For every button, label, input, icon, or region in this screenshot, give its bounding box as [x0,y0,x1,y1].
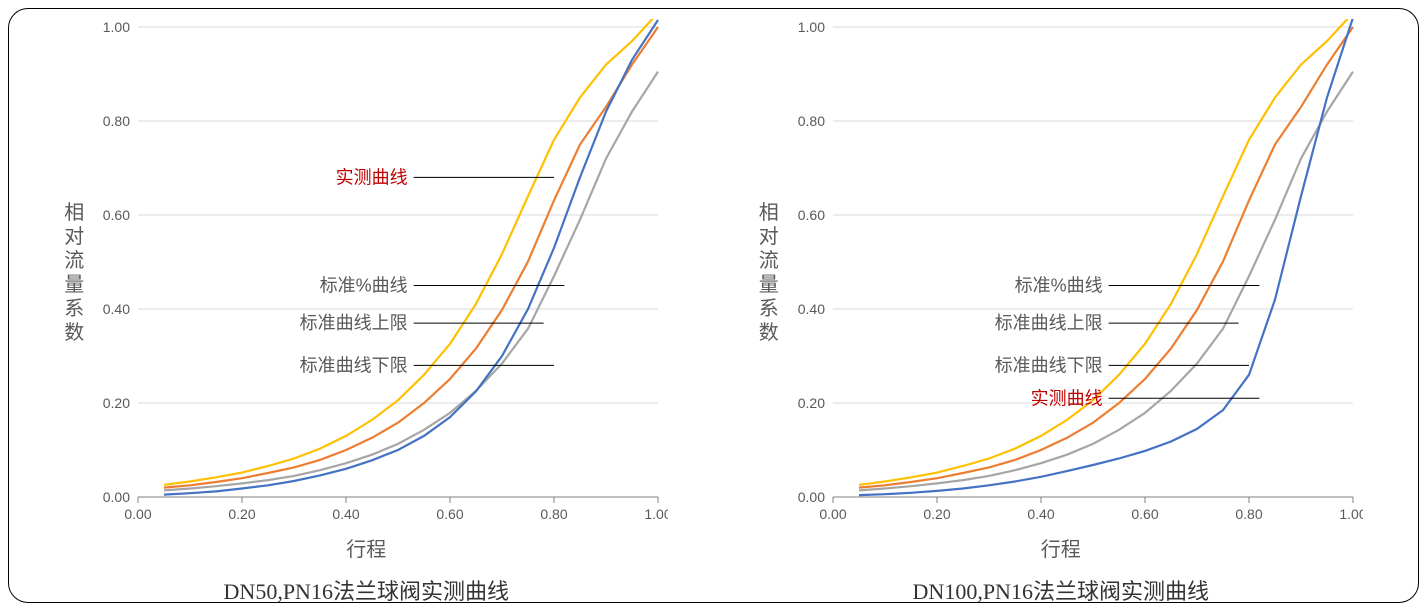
y-axis-label-char: 系 [64,297,84,321]
y-axis-label-char: 数 [759,321,779,345]
x-tick-label: 0.80 [1235,506,1262,522]
x-tick-label: 0.60 [437,506,464,522]
x-tick-label: 0.20 [229,506,256,522]
y-axis-label-char: 对 [64,225,84,249]
figure-frame: 相对流量系数 0.000.200.400.600.801.000.000.200… [8,8,1419,603]
x-tick-label: 0.20 [923,506,950,522]
x-tick-label: 0.00 [125,506,152,522]
y-tick-label: 0.20 [798,395,825,411]
y-axis-label-char: 量 [64,273,84,297]
y-tick-label: 1.00 [798,19,825,35]
series-standard-pct [164,27,658,488]
series-label-standard_pct: 标准%曲线 [320,276,408,296]
x-axis-label-right: 行程 [1041,533,1081,562]
y-tick-label: 0.60 [798,207,825,223]
chart-svg-right: 0.00 0.20 0.40 0.60 0.80 1.00 0.00 0.20 0.40 0.60… [783,19,1363,527]
y-axis-label-char: 数 [64,321,84,345]
series-label-lower: 标准曲线下限 [300,355,408,375]
y-tick-label: 0.00 [798,489,825,505]
y-axis-label-char: 相 [759,201,779,225]
x-tick-label: 1.00 [645,506,669,522]
y-axis-label-right: 相对流量系数 [759,201,779,345]
y-tick-label: 1.00 [103,19,130,35]
x-tick-label: 0.40 [333,506,360,522]
y-tick-label: 0.40 [798,301,825,317]
panel-left: 相对流量系数 0.000.200.400.600.801.000.000.200… [64,19,668,606]
caption-right: DN100,PN16法兰球阀实测曲线 [913,574,1209,606]
series-label-lower: 标准曲线下限 [994,355,1102,375]
caption-left: DN50,PN16法兰球阀实测曲线 [224,574,509,606]
x-tick-label: 0.00 [819,506,846,522]
series-upper [164,19,658,485]
chart-svg-left: 0.00 0.20 0.40 0.60 0.80 1.00 0.00 0.20 0.40 0.60… [88,19,668,527]
y-axis-label-char: 量 [759,273,779,297]
series-measured [859,19,1353,495]
y-tick-label: 0.60 [103,207,130,223]
x-tick-label: 0.60 [1131,506,1158,522]
series-standard-pct [859,27,1353,488]
y-tick-label: 0.40 [103,301,130,317]
y-axis-label-char: 相 [64,201,84,225]
y-axis-label-char: 系 [759,297,779,321]
y-axis-label-char: 对 [759,225,779,249]
y-axis-label-char: 流 [64,249,84,273]
chart-row-right: 相对流量系数 0.000.200.400.600.801.000.000.200… [759,19,1363,527]
series-upper [859,19,1353,485]
series-label-upper: 标准曲线上限 [300,313,408,333]
chart-row-left: 相对流量系数 0.000.200.400.600.801.000.000.200… [64,19,668,527]
x-tick-label: 0.80 [541,506,568,522]
panel-right: 相对流量系数 0.000.200.400.600.801.000.000.200… [759,19,1363,606]
series-label-measured: 实测曲线 [1030,388,1102,408]
x-tick-label: 1.00 [1339,506,1363,522]
x-tick-label: 0.40 [1027,506,1054,522]
y-axis-label-left: 相对流量系数 [64,201,84,345]
y-tick-label: 0.20 [103,395,130,411]
y-tick-label: 0.00 [103,489,130,505]
series-label-measured: 实测曲线 [336,167,408,187]
y-tick-label: 0.80 [798,113,825,129]
series-label-upper: 标准曲线上限 [994,313,1102,333]
y-axis-label-char: 流 [759,249,779,273]
y-tick-label: 0.80 [103,113,130,129]
x-axis-label-left: 行程 [346,533,386,562]
series-lower [164,72,658,491]
series-label-standard_pct: 标准%曲线 [1014,276,1102,296]
